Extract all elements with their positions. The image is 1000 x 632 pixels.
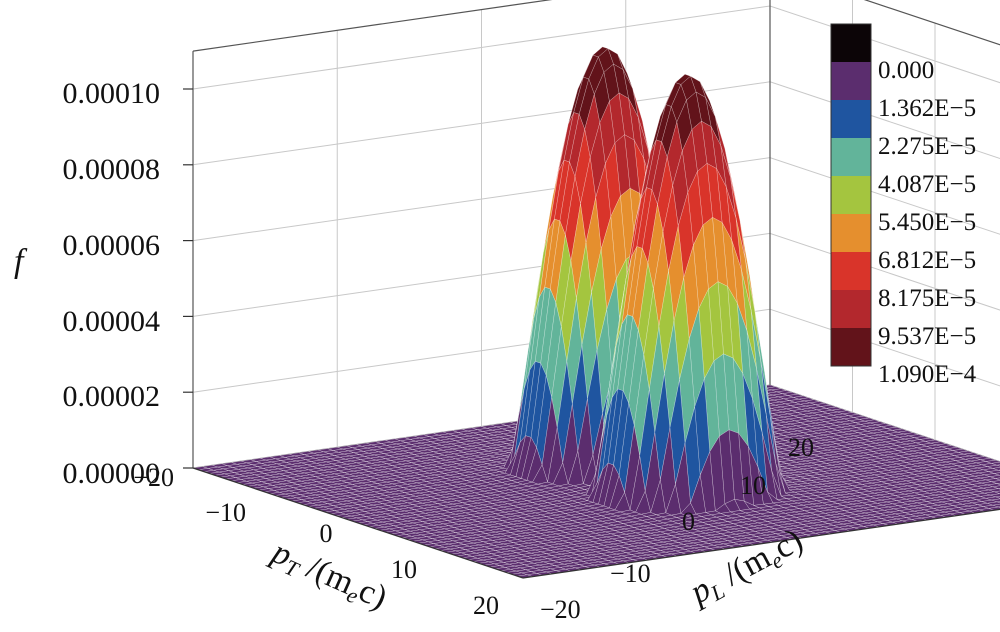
colorbar-swatch-3: [831, 138, 871, 176]
colorbar-label-6: 8.175E−5: [878, 285, 976, 312]
colorbar-label-0: 0.000: [878, 57, 934, 84]
colorbar-label-8: 1.090E−4: [878, 361, 977, 388]
colorbar-label-5: 6.812E−5: [878, 247, 976, 274]
pt-axis-line: [192, 467, 524, 579]
pl-axis-line: [522, 508, 1000, 579]
pt-axis-label: pT /(mec): [264, 533, 393, 620]
pl-tick-1: −10: [610, 559, 651, 588]
frame-edge: [192, 0, 553, 52]
axis-frame: [183, 0, 1000, 469]
colorbar-swatch-5: [831, 214, 871, 252]
colorbar-swatch-1: [831, 62, 871, 100]
colorbar-swatch-7: [831, 290, 871, 328]
pl-tick-4: 20: [788, 433, 814, 462]
colorbar-swatch-2: [831, 100, 871, 138]
colorbar-label-2: 2.275E−5: [878, 133, 976, 160]
pt-tick-4: 20: [473, 591, 499, 620]
colorbar-swatch-6: [831, 252, 871, 290]
z-tick-1: 0.00002: [63, 380, 161, 413]
z-tick-2: 0.00004: [63, 305, 161, 338]
z-tick-0: 0.00000: [63, 457, 161, 490]
pt-tick-3: 10: [391, 555, 417, 584]
colorbar-label-4: 5.450E−5: [878, 209, 976, 236]
pl-tick-2: 0: [682, 507, 695, 536]
z-axis-label: f: [14, 243, 28, 280]
colorbar-label-7: 9.537E−5: [878, 323, 976, 350]
colorbar-label-1: 1.362E−5: [878, 95, 976, 122]
colorbar: 0.000 1.362E−5 2.275E−5 4.087E−5 5.450E−…: [830, 23, 977, 388]
z-tick-5: 0.00010: [63, 77, 161, 110]
pt-tick-2: 0: [320, 519, 333, 548]
colorbar-label-3: 4.087E−5: [878, 171, 976, 198]
colorbar-swatch-4: [831, 176, 871, 214]
z-tick-4: 0.00008: [63, 153, 161, 186]
colorbar-swatch-0: [831, 24, 871, 62]
z-tick-3: 0.00006: [63, 229, 161, 262]
colorbar-border: [830, 23, 872, 367]
colorbar-swatch-8: [831, 328, 871, 366]
frame-edge: [863, 0, 1000, 46]
tick-labels: 0.00000 0.00002 0.00004 0.00006 0.00008 …: [63, 77, 815, 624]
pt-tick-1: −10: [205, 498, 246, 527]
pl-tick-0: −20: [540, 595, 581, 624]
pl-tick-3: 10: [740, 471, 766, 500]
pt-tick-0: −20: [133, 463, 174, 492]
surface-plot: [192, 46, 1000, 579]
